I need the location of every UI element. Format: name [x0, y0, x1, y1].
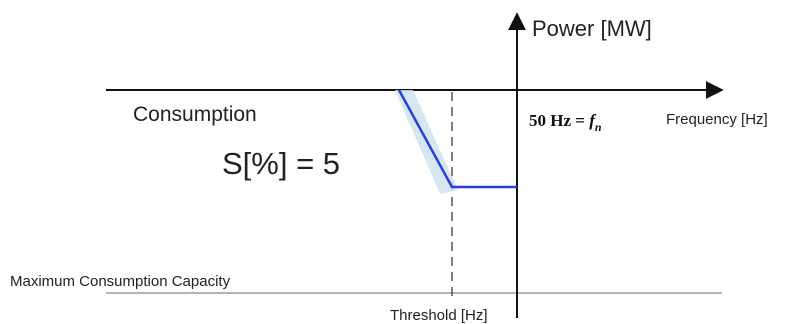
power-axis-label: Power [MW]	[532, 16, 652, 41]
max-capacity-label: Maximum Consumption Capacity	[10, 273, 231, 290]
consumption-label: Consumption	[133, 103, 257, 126]
droop-curve	[397, 89, 517, 189]
nominal-prefix: 50 Hz =	[529, 111, 589, 130]
nominal-subscript: n	[595, 120, 602, 134]
droop-label: S[%] = 5	[222, 146, 340, 181]
nominal-frequency-label: 50 Hz = fn	[529, 111, 602, 134]
threshold-label: Threshold [Hz]	[390, 307, 488, 324]
frequency-axis-label: Frequency [Hz]	[666, 111, 768, 128]
nominal-symbol: f	[589, 111, 597, 130]
